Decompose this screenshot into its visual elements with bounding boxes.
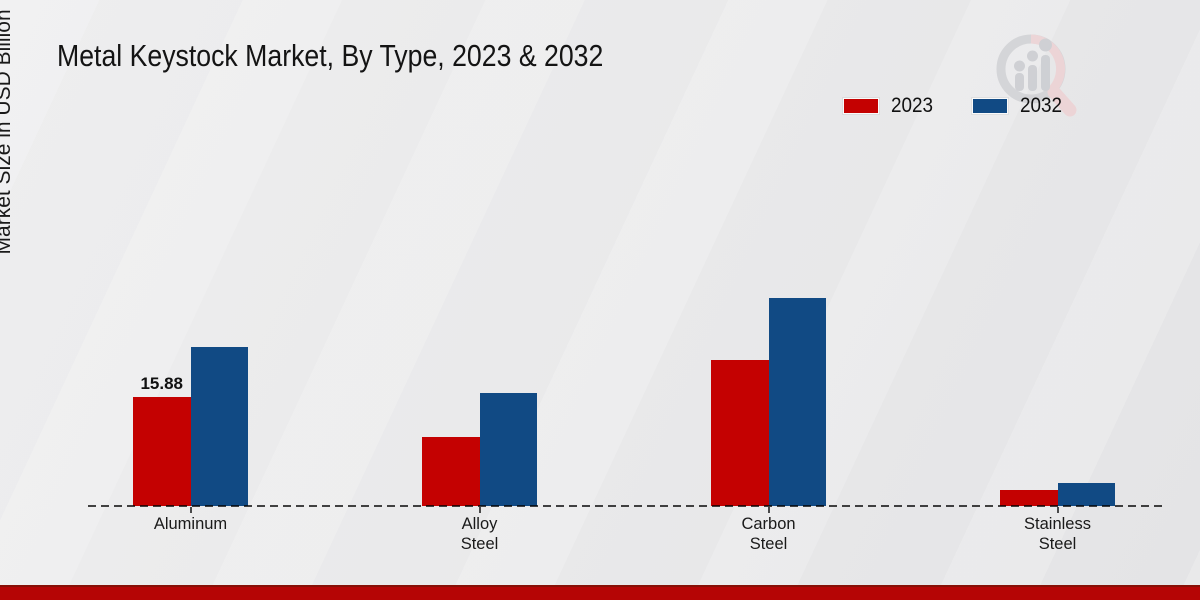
magnifier-growth-logo-icon xyxy=(996,34,1077,117)
bar-2023-alloy-steel[interactable] xyxy=(422,437,480,506)
bar-2023-aluminum[interactable] xyxy=(133,397,191,506)
bar-2023-carbon-steel[interactable] xyxy=(711,360,769,506)
x-axis-tick xyxy=(478,507,481,513)
bar-2032-carbon-steel[interactable] xyxy=(768,298,826,506)
bar-2023-stainless-steel[interactable] xyxy=(1000,490,1058,506)
x-axis-baseline xyxy=(88,505,1163,507)
bar-2032-stainless-steel[interactable] xyxy=(1057,483,1115,506)
x-axis-tick xyxy=(767,507,770,513)
bar-2032-aluminum[interactable] xyxy=(190,347,248,506)
legend-item-2032[interactable]: 2032 xyxy=(971,94,1067,118)
category-label-alloy-steel: Alloy Steel xyxy=(460,515,499,553)
legend: 2023 2032 xyxy=(843,94,1066,118)
x-axis-tick xyxy=(189,507,192,513)
category-label-carbon-steel: Carbon Steel xyxy=(741,515,796,553)
chart-title: Metal Keystock Market, By Type, 2023 & 2… xyxy=(57,38,604,73)
legend-label-2023: 2023 xyxy=(891,94,934,117)
legend-swatch-2023 xyxy=(843,98,879,114)
bar-2032-alloy-steel[interactable] xyxy=(479,393,537,506)
bar-value-label: 15.88 xyxy=(140,374,184,393)
footer-accent-bar xyxy=(0,585,1200,600)
legend-swatch-2032 xyxy=(971,98,1008,114)
legend-item-2023[interactable]: 2023 xyxy=(843,94,938,118)
x-axis-tick xyxy=(1056,507,1059,513)
category-label-stainless-steel: Stainless Steel xyxy=(1024,515,1091,553)
legend-label-2032: 2032 xyxy=(1019,94,1062,117)
category-label-aluminum: Aluminum xyxy=(153,515,228,533)
